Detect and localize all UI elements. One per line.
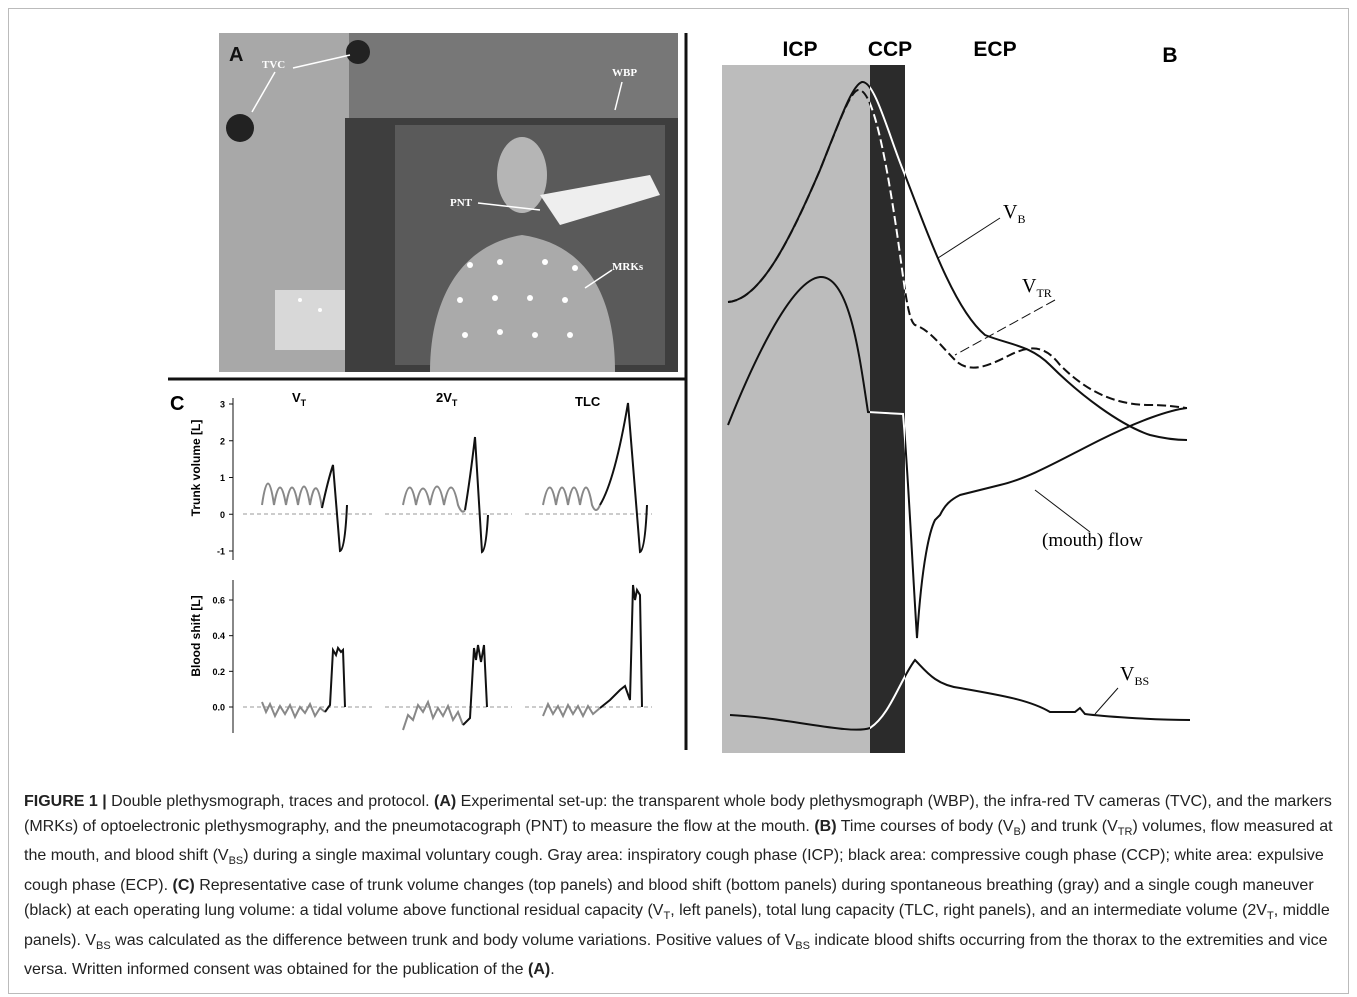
column-title: VT [292, 390, 307, 408]
caption-run: FIGURE 1 | [24, 793, 112, 810]
column-title: TLC [575, 394, 601, 409]
y-tick-label: 0 [220, 510, 225, 520]
y-tick-label: 3 [220, 400, 225, 410]
caption-run: T [1266, 909, 1274, 922]
caption-run: Experimental set-up: the transparent who… [24, 793, 1332, 835]
trace-vbs [729, 658, 1191, 731]
trace-vb [727, 81, 1188, 441]
caption-run: (B) [814, 817, 837, 835]
panel-label: C [170, 393, 184, 415]
caption-run: (A) [527, 961, 551, 979]
frame [8, 8, 1349, 994]
photo [219, 33, 678, 372]
caption-run: , left panels), total lung capacity (TLC… [670, 901, 1267, 919]
photo-label: TVC [262, 59, 285, 71]
label-sub: B [1017, 212, 1025, 226]
label-sub: BS [1134, 674, 1149, 688]
caption-run: Double plethysmograph, traces and protoc… [111, 793, 435, 810]
label-sub: TR [1036, 286, 1051, 300]
trace-label: VTR [1022, 275, 1052, 300]
trace-label: (mouth) flow [1042, 530, 1143, 551]
panel-label: B [1162, 44, 1177, 67]
photo-label: WBP [612, 67, 637, 79]
y-axis-label: Blood shift [L] [189, 595, 203, 676]
zero-lines [243, 513, 652, 708]
label-base: V [1003, 201, 1018, 223]
caption-run: TR [1117, 825, 1133, 838]
label-base: V [1120, 663, 1135, 685]
caption-run: T [663, 909, 671, 922]
label-base: V [292, 390, 301, 405]
label-sub: T [452, 398, 458, 408]
caption-run: indicate blood shifts occurring from the… [24, 931, 1328, 979]
y-tick-label: 2 [220, 436, 225, 446]
caption-run: (A) [434, 793, 457, 810]
panel-label: A [229, 44, 243, 66]
caption-run: (C) [172, 877, 195, 895]
c-traces [261, 402, 648, 731]
y-tick-label: 0.4 [212, 631, 225, 641]
caption-run: BS [96, 939, 111, 952]
caption-run: BS [795, 939, 810, 952]
caption-run: B [1013, 825, 1021, 838]
caption: FIGURE 1 | Double plethysmograph, traces… [24, 790, 1334, 983]
caption-run: BS [228, 855, 244, 868]
y-tick-label: 0.0 [212, 703, 225, 713]
label-base: 2V [436, 390, 452, 405]
trace-label: VB [1003, 201, 1025, 226]
icp-area [722, 65, 870, 753]
label-base: V [1022, 275, 1037, 297]
caption-run: Representative case of trunk volume chan… [24, 877, 1314, 919]
leader-lines [937, 217, 1119, 715]
phase-label: ECP [973, 38, 1016, 61]
ccp-area [870, 65, 905, 753]
caption-run: was calculated as the difference between… [110, 931, 796, 949]
caption-run: Time courses of body (V [836, 817, 1014, 835]
caption-run: . [550, 961, 555, 979]
trace-vtr [727, 89, 1188, 409]
trace-flow [727, 275, 1188, 639]
y-axis-label: Trunk volume [L] [189, 420, 203, 517]
photo-label: PNT [450, 197, 473, 209]
caption-run: ) during a single maximal voluntary coug… [24, 847, 1324, 895]
caption-run: , middle panels). V [24, 901, 1330, 949]
label-sub: T [301, 398, 307, 408]
y-tick-label: 0.2 [212, 667, 225, 677]
phase-label: ICP [782, 38, 817, 61]
phase-label: CCP [868, 38, 912, 61]
caption-run: ) and trunk (V [1020, 817, 1118, 835]
trace-label: VBS [1120, 663, 1149, 688]
photo-label: MRKs [612, 261, 644, 273]
caption-run: ) volumes, flow measured at the mouth, a… [24, 817, 1333, 865]
traces [727, 81, 1191, 731]
y-tick-label: 1 [220, 473, 225, 483]
y-tick-label: -1 [217, 547, 225, 557]
y-tick-label: 0.6 [212, 596, 225, 606]
column-title: 2VT [436, 390, 458, 408]
